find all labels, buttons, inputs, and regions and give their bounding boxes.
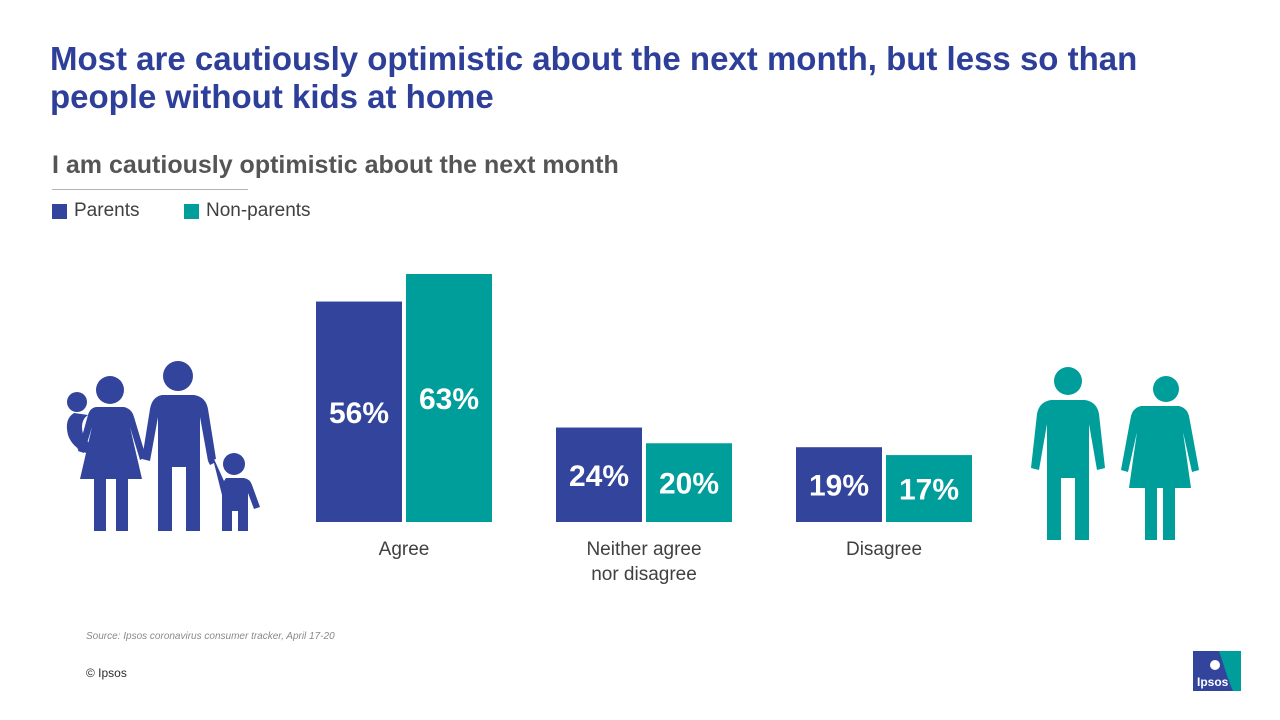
logo-dot <box>1210 660 1220 670</box>
logo-text: Ipsos <box>1197 675 1229 689</box>
bar-non-parents-1 <box>646 443 732 522</box>
legend-swatch-parents <box>52 203 67 219</box>
category-label: Neither agree <box>586 539 701 560</box>
bar-value-label: 17% <box>899 474 959 507</box>
category-label: Agree <box>379 539 430 560</box>
logo-swoosh <box>1219 651 1241 691</box>
subtitle-divider <box>52 189 248 190</box>
legend-label-parents: Parents <box>74 200 140 221</box>
bar-value-label: 19% <box>809 470 869 503</box>
bar-value-label: 24% <box>569 460 629 493</box>
copyright: © Ipsos <box>86 666 127 680</box>
bar-parents-2 <box>796 447 882 522</box>
legend-item-parents: Parents <box>52 200 139 222</box>
bar-parents-0 <box>316 301 402 522</box>
chart-title: Most are cautiously optimistic about the… <box>50 40 1138 115</box>
bar-non-parents-0 <box>406 274 492 522</box>
bar-parents-1 <box>556 427 642 522</box>
ipsos-logo: Ipsos <box>1193 651 1241 691</box>
legend-item-non-parents: Non-parents <box>184 200 311 222</box>
bar-non-parents-2 <box>886 455 972 522</box>
legend-label-non-parents: Non-parents <box>206 200 311 221</box>
chart-subtitle: I am cautiously optimistic about the nex… <box>52 151 619 179</box>
category-label: Disagree <box>846 539 922 560</box>
bar-value-label: 56% <box>329 397 389 430</box>
family-icon <box>66 361 260 531</box>
category-label: nor disagree <box>591 564 697 585</box>
legend-swatch-non-parents <box>184 203 199 219</box>
source-note: Source: Ipsos coronavirus consumer track… <box>86 631 335 642</box>
bar-value-label: 20% <box>659 468 719 501</box>
man-woman-icon <box>1031 367 1199 540</box>
bar-value-label: 63% <box>419 383 479 416</box>
